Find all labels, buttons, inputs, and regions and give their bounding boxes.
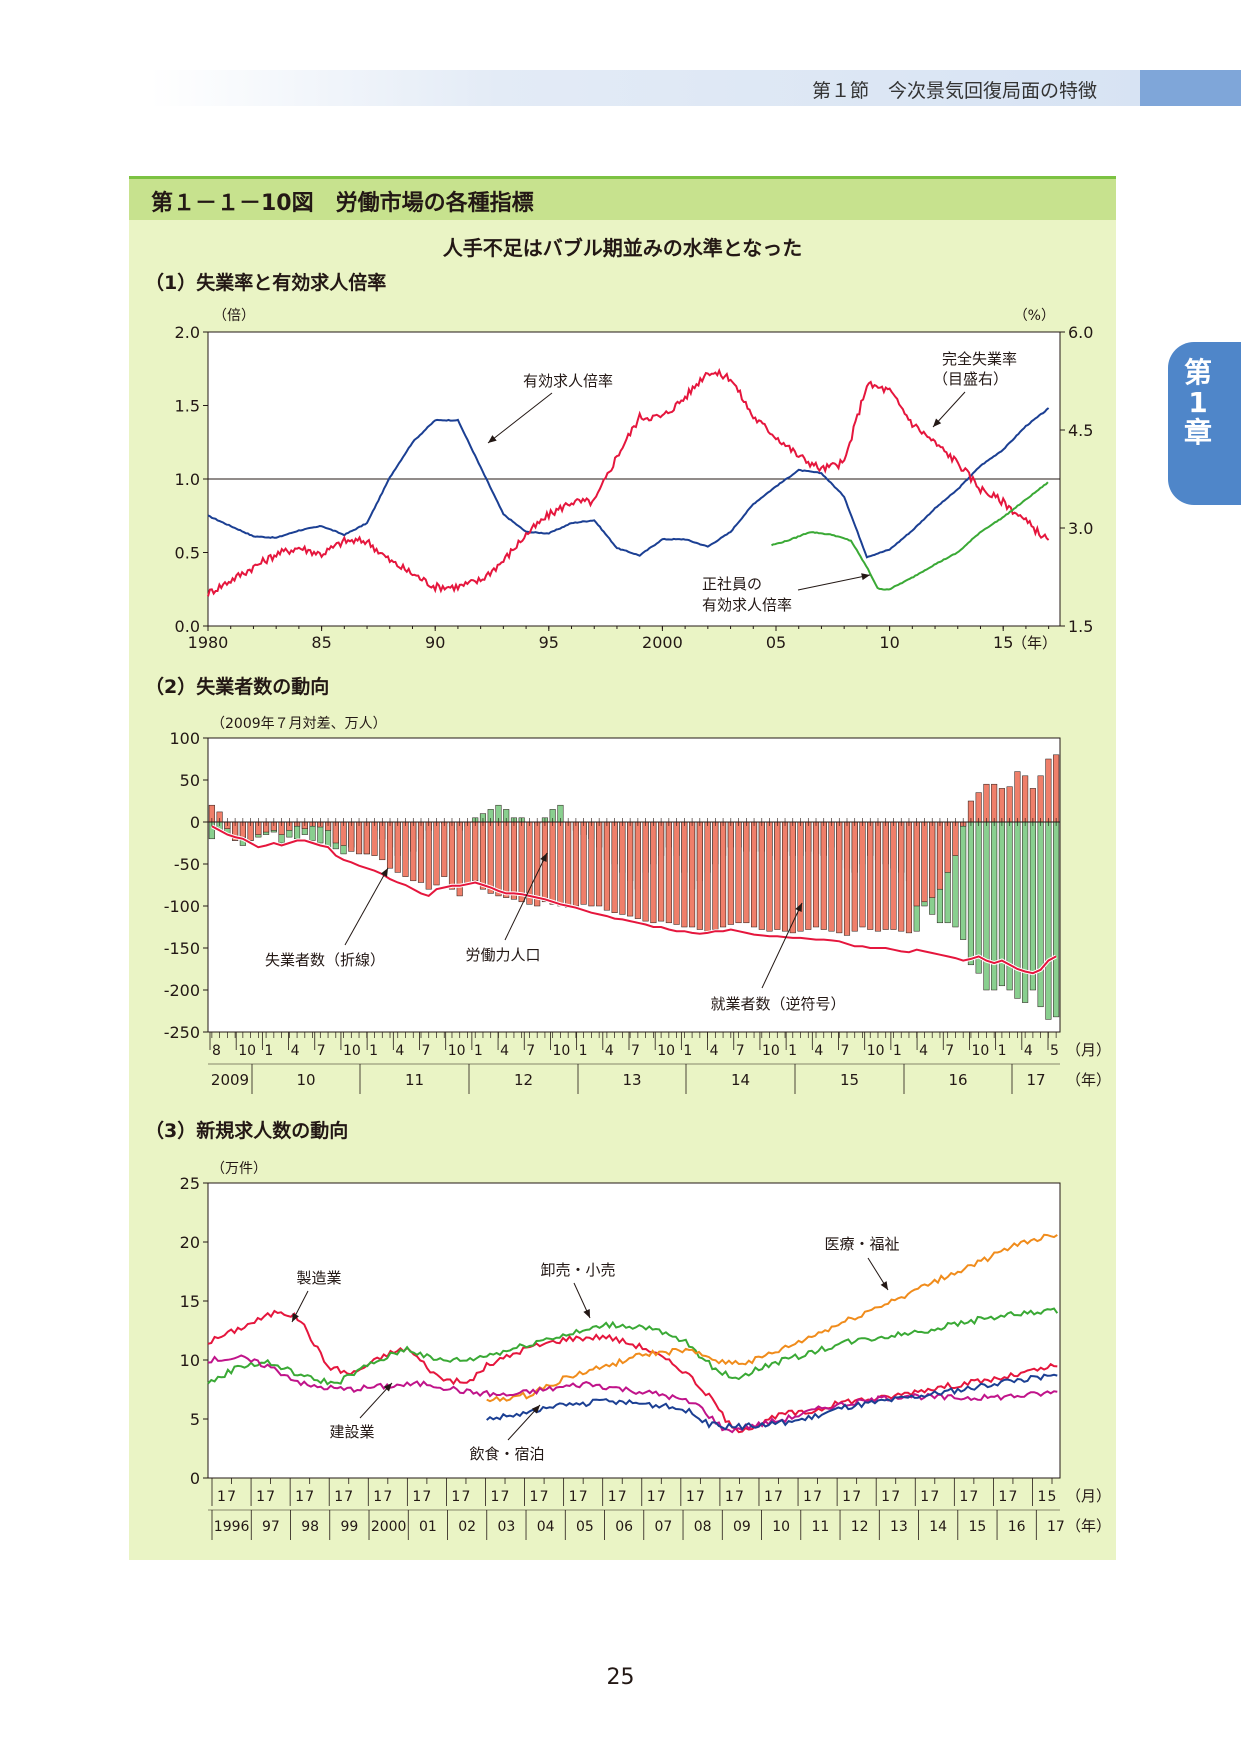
- chapter-tab-char-2: 1: [1188, 386, 1208, 419]
- section-header: 第１節 今次景気回復局面の特徴: [812, 80, 1098, 102]
- chapter-tab-char-1: 第: [1183, 356, 1212, 389]
- header-block: [1140, 70, 1241, 106]
- header-bar: [150, 70, 1140, 106]
- chapter-tab[interactable]: 第 1 章: [1168, 342, 1241, 505]
- figure-title-bar: 第１－１－10図 労働市場の各種指標: [129, 176, 1116, 220]
- figure-title: 第１－１－10図 労働市場の各種指標: [151, 191, 534, 216]
- figure-panel: 第１－１－10図 労働市場の各種指標 人手不足はバブル期並みの水準となった （1…: [129, 176, 1116, 1560]
- page-number: 25: [606, 1665, 635, 1690]
- figure-subtitle: 人手不足はバブル期並みの水準となった: [442, 236, 803, 260]
- chapter-tab-char-3: 章: [1183, 416, 1212, 449]
- chart2-title: （2）失業者数の動向: [145, 676, 330, 698]
- chart3-title: （3）新規求人数の動向: [145, 1120, 349, 1142]
- chart1-title: （1）失業率と有効求人倍率: [145, 272, 387, 294]
